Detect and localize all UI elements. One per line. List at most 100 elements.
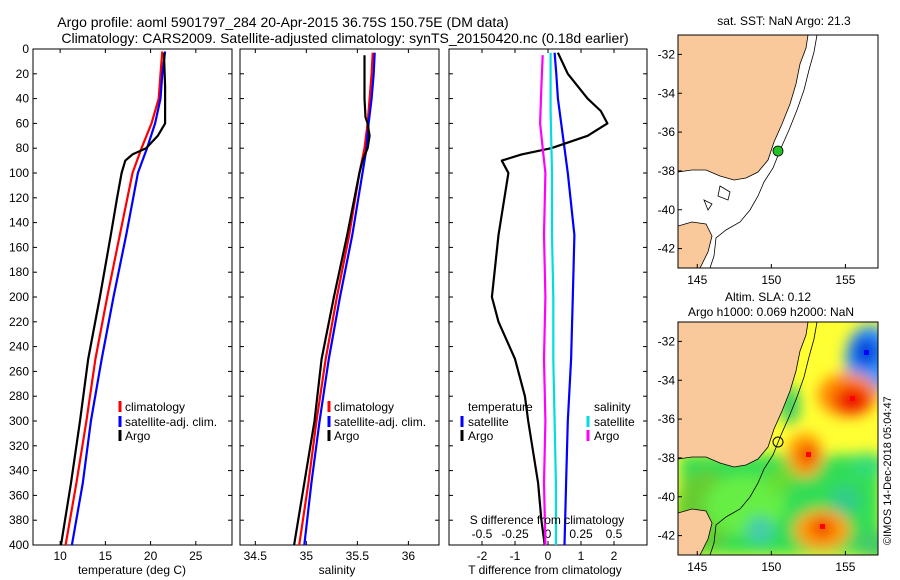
map-y-tick-label: -34 xyxy=(658,373,676,387)
salinity-legend: climatology satellite-adj. clim. Argo xyxy=(327,400,426,443)
map-y-tick-label: -42 xyxy=(658,242,676,256)
map-y-tick-label: -38 xyxy=(658,164,676,178)
sla-map-axes: 145 150 155 -32 -34 -36 -38 -40 -42 xyxy=(658,334,856,574)
series-line-satellite-adj-clim- xyxy=(70,51,167,545)
tasmania xyxy=(678,221,713,268)
map-y-tick-label: -42 xyxy=(658,529,676,543)
map-x-tick-label: 145 xyxy=(687,273,707,287)
legend-label-satellite: satellite-adj. clim. xyxy=(334,415,426,429)
sla-max-cell-1 xyxy=(806,452,811,457)
difference-xlabel: T difference from climatology xyxy=(468,563,622,577)
sla-max-cell-3 xyxy=(850,396,855,401)
map-y-tick-label: -32 xyxy=(658,334,676,348)
depth-tick-label: 20 xyxy=(16,67,30,81)
argo-marker xyxy=(772,145,784,157)
series-line-argo xyxy=(293,55,371,545)
sla-max-cell-2 xyxy=(820,524,825,529)
argo-marker-sla xyxy=(772,436,784,448)
legend-label-t-satellite: satellite xyxy=(468,415,509,429)
depth-tick-label: 140 xyxy=(9,216,29,230)
depth-tick-label: 180 xyxy=(9,265,29,279)
map-x-tick-label: 155 xyxy=(835,560,855,574)
legend-label-argo: Argo xyxy=(334,429,360,443)
temperature-legend: climatology satellite-adj. clim. Argo xyxy=(118,400,217,443)
depth-tick-label: 160 xyxy=(9,240,29,254)
s-diff-tick-label: -0.5 xyxy=(472,527,493,541)
x-tick-label: 25 xyxy=(189,549,203,563)
x-tick-label: 15 xyxy=(99,549,113,563)
depth-tick-label: 300 xyxy=(9,414,29,428)
x-tick-label: 2 xyxy=(611,549,618,563)
imos-watermark: ©IMOS 14-Dec-2018 05:04:47 xyxy=(882,396,894,545)
depth-tick-label: 200 xyxy=(9,290,29,304)
series-line-s-satellite xyxy=(549,52,558,545)
sla-map-title-line1: Altim. SLA: 0.12 xyxy=(725,290,811,304)
s-diff-tick-label: 0.5 xyxy=(606,527,623,541)
sst-map-axes: 145 150 155 -32 -34 -36 -38 -40 -42 xyxy=(658,47,856,287)
x-tick-label: -2 xyxy=(477,549,488,563)
x-tick-label: -1 xyxy=(510,549,521,563)
series-line-s-argo xyxy=(538,55,547,545)
sla-map-title-line2: Argo h1000: 0.069 h2000: NaN xyxy=(688,305,854,319)
australia-landmass-sla xyxy=(678,322,809,468)
depth-tick-label: 260 xyxy=(9,364,29,378)
sst-map-frame xyxy=(677,34,879,269)
difference-x-axis: -2 -1 0 1 2 xyxy=(477,49,618,563)
depth-tick-label: 220 xyxy=(9,315,29,329)
difference-legend: temperature satellite Argo salinity sate… xyxy=(460,400,635,443)
figure-title-line1: Argo profile: aoml 5901797_284 20-Apr-20… xyxy=(57,14,508,30)
x-tick-label: 10 xyxy=(53,549,67,563)
sla-min-cell xyxy=(864,350,869,355)
legend-title-temperature: temperature xyxy=(468,400,533,414)
series-line-satellite-adj-clim- xyxy=(303,52,376,545)
series-line-t-satellite xyxy=(553,52,576,545)
series-line-t-argo xyxy=(490,52,609,545)
x-tick-label: 20 xyxy=(144,549,158,563)
sst-map-title: sat. SST: NaN Argo: 21.3 xyxy=(717,14,851,28)
map-y-tick-label: -36 xyxy=(658,412,676,426)
continental-shelf-contour xyxy=(709,35,818,268)
x-tick-label: 36 xyxy=(402,549,416,563)
depth-tick-label: 100 xyxy=(9,166,29,180)
australia-landmass xyxy=(678,35,809,181)
depth-tick-label: 40 xyxy=(16,92,30,106)
temperature-series xyxy=(59,51,167,545)
depth-tick-label: 280 xyxy=(9,389,29,403)
x-tick-label: 35 xyxy=(300,549,314,563)
map-y-tick-label: -40 xyxy=(658,490,676,504)
legend-label-climatology: climatology xyxy=(334,400,394,414)
legend-label-t-argo: Argo xyxy=(468,429,494,443)
s-diff-tick-label: -0.25 xyxy=(501,527,529,541)
legend-label-satellite: satellite-adj. clim. xyxy=(125,415,217,429)
temperature-x-axis: 10 15 20 25 xyxy=(53,49,203,563)
x-tick-label: 34.5 xyxy=(244,549,268,563)
depth-tick-label: 120 xyxy=(9,191,29,205)
map-x-tick-label: 150 xyxy=(761,273,781,287)
map-x-tick-label: 145 xyxy=(687,560,707,574)
difference-panel-frame xyxy=(448,48,648,546)
legend-label-s-argo: Argo xyxy=(594,429,620,443)
depth-tick-label: 360 xyxy=(9,488,29,502)
series-line-climatology xyxy=(298,52,374,545)
series-line-climatology xyxy=(64,51,164,545)
depth-tick-label: 320 xyxy=(9,439,29,453)
difference-top-xlabel: S difference from climatology xyxy=(470,513,625,527)
figure-title-line2: Climatology: CARS2009. Satellite-adjuste… xyxy=(61,30,628,46)
map-y-tick-label: -38 xyxy=(658,451,676,465)
s-diff-tick-label: 0 xyxy=(545,527,552,541)
map-x-tick-label: 155 xyxy=(835,273,855,287)
x-tick-label: 0 xyxy=(545,549,552,563)
salinity-series xyxy=(293,52,376,545)
map-y-tick-label: -34 xyxy=(658,86,676,100)
depth-tick-label: 340 xyxy=(9,464,29,478)
map-y-tick-label: -32 xyxy=(658,47,676,61)
depth-axis: 0 20 40 60 80 100 120 140 160 180 200 220 240 260 280 3… xyxy=(9,42,647,552)
depth-tick-label: 240 xyxy=(9,340,29,354)
depth-tick-label: 80 xyxy=(16,141,30,155)
sla-map-frame xyxy=(677,321,879,556)
legend-label-climatology: climatology xyxy=(125,400,185,414)
depth-tick-label: 380 xyxy=(9,513,29,527)
legend-label-argo: Argo xyxy=(125,429,151,443)
sla-heatmap-field xyxy=(678,325,878,555)
